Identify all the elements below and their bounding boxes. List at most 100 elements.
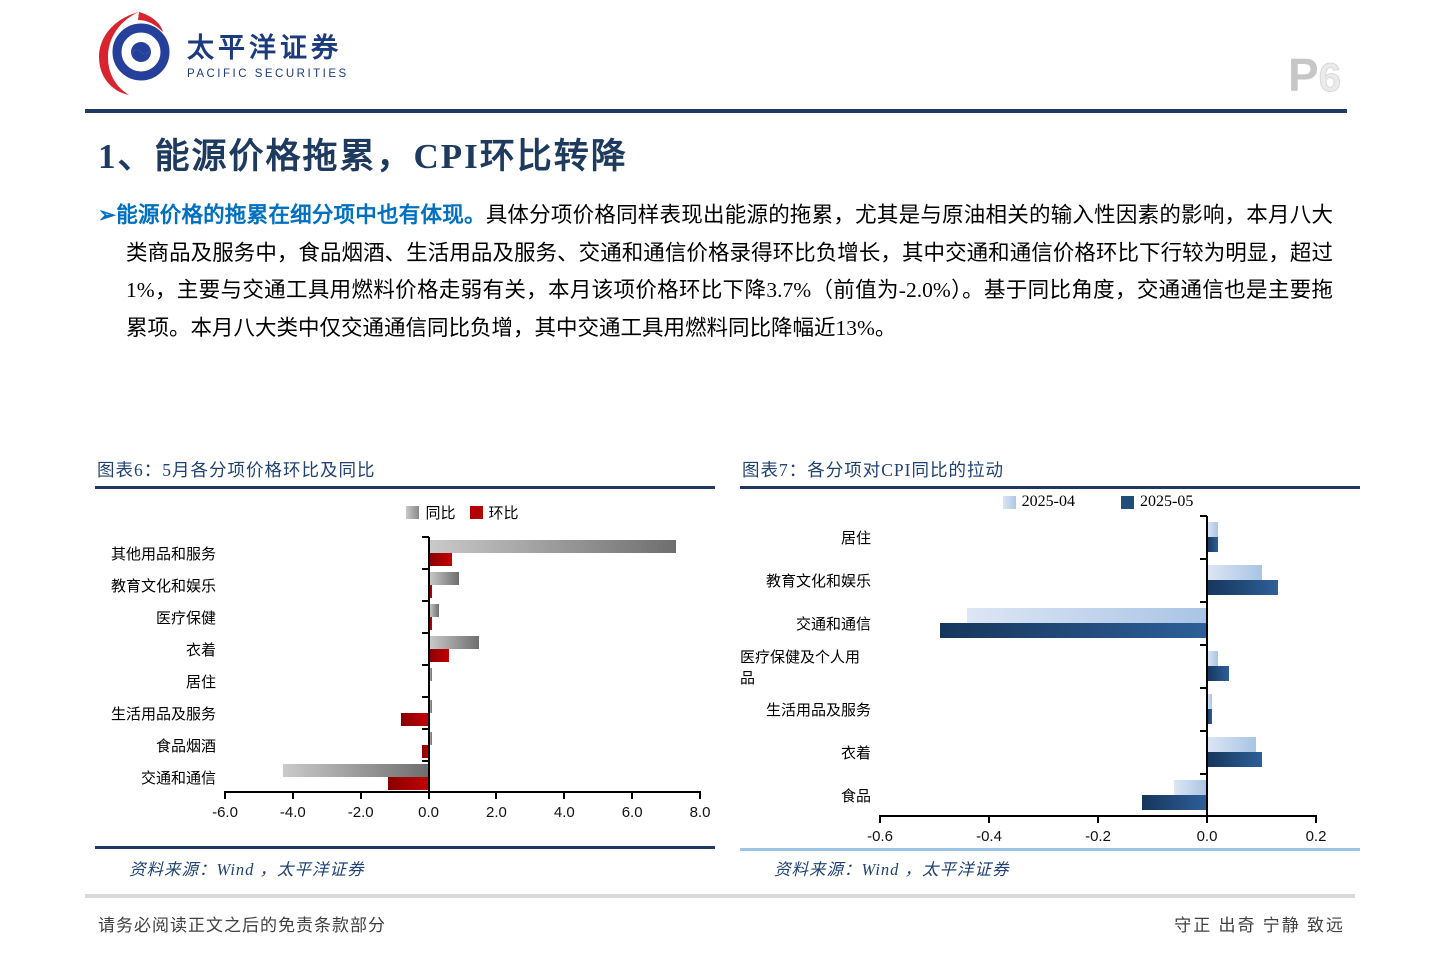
chart-row xyxy=(880,644,1316,688)
bar-环比 xyxy=(428,649,449,662)
logo-cn-text: 太平洋证券 xyxy=(187,33,342,63)
axis-tick xyxy=(563,791,566,799)
bar-同比 xyxy=(428,636,480,649)
footer-disclaimer: 请务必阅读正文之后的免责条款部分 xyxy=(98,916,386,935)
category-label: 交通和通信 xyxy=(795,616,871,633)
bar-同比 xyxy=(428,668,432,681)
chart-row xyxy=(225,568,700,601)
bar-2025-05 xyxy=(1207,752,1262,767)
legend-label: 同比 xyxy=(425,505,456,522)
figure-7-title-rule xyxy=(740,486,1360,489)
axis-tick-label: -0.2 xyxy=(1085,828,1111,845)
axis-tick-label: 0.0 xyxy=(1196,828,1218,845)
axis-tick xyxy=(699,791,701,799)
bullet-arrow-icon: ➢ xyxy=(98,203,117,227)
chart-row xyxy=(880,558,1316,602)
bar-环比 xyxy=(428,553,453,566)
bar-2025-04 xyxy=(1174,780,1207,795)
bar-2025-04 xyxy=(1207,651,1218,666)
bar-同比 xyxy=(428,732,432,745)
category-label: 医疗保健及个人用品 xyxy=(740,648,861,687)
figure-7-source: 资料来源：Wind ，太平洋证券 xyxy=(774,860,1010,879)
category-label: 教育文化和娱乐 xyxy=(110,577,216,595)
chart-row xyxy=(225,600,700,633)
legend-entry: 2025-05 xyxy=(1121,493,1193,511)
axis-row-tick xyxy=(421,760,429,762)
axis-row-tick xyxy=(421,696,429,698)
figure-6-legend: 同比 环比 xyxy=(225,502,700,523)
figure-6-bottom-rule xyxy=(95,846,715,849)
page-title: 1、能源价格拖累，CPI环比转降 xyxy=(98,137,628,176)
chart-row xyxy=(225,696,700,729)
figure-7-category-labels: 居住 教育文化和娱乐 交通和通信 医疗保健及个人用品 生活用品及服务 衣着 食品 xyxy=(740,516,880,817)
chart-row xyxy=(225,664,700,697)
logo-text: 太平洋证券 PACIFIC SECURITIES xyxy=(187,26,349,80)
axis-row-tick xyxy=(1200,773,1207,775)
figure-6-category-labels: 其他用品和服务 教育文化和娱乐 医疗保健 衣着 居住 生活用品及服务 食品烟酒 交通和通信 xyxy=(95,537,225,793)
bar-环比 xyxy=(421,745,429,758)
legend-swatch-lightblue xyxy=(1002,495,1016,509)
bar-同比 xyxy=(428,604,439,617)
figure-7-legend: 2025-04 2025-05 xyxy=(880,493,1316,511)
bar-2025-05 xyxy=(939,623,1207,638)
paragraph-body: 具体分项价格同样表现出能源的拖累，尤其是与原油相关的输入性因素的影响，本月八大类… xyxy=(126,203,1333,340)
bar-同比 xyxy=(282,764,429,777)
figure-6-plot: -6.0 -4.0 -2.0 0.0 2.0 4.0 6.0 8.0 xyxy=(212,536,710,821)
page-number: P6 xyxy=(1288,48,1341,102)
bar-环比 xyxy=(401,713,429,726)
bar-2025-05 xyxy=(1207,580,1278,595)
figure-7-plot: -0.6 -0.4 -0.2 0.0 0.2 xyxy=(867,515,1326,845)
category-label: 医疗保健 xyxy=(155,609,216,627)
footer-motto: 守正 出奇 宁静 致远 xyxy=(1174,916,1345,935)
category-label: 食品 xyxy=(840,788,871,805)
figure-6-source: 资料来源：Wind ，太平洋证券 xyxy=(129,860,365,879)
category-label: 教育文化和娱乐 xyxy=(765,573,871,590)
axis-tick xyxy=(359,791,362,799)
figure-6-title-rule xyxy=(95,486,715,489)
axis-tick xyxy=(1097,815,1099,823)
legend-label: 2025-04 xyxy=(1021,493,1075,510)
category-label: 衣着 xyxy=(185,641,216,659)
chart-row xyxy=(880,773,1316,817)
figure-6: 图表6：5月各分项价格环比及同比 同比 环比 其他用品和服务 教育文化和娱乐 医疗保… xyxy=(95,455,715,897)
bar-2025-04 xyxy=(1207,522,1218,537)
axis-tick-label: 4.0 xyxy=(553,804,575,821)
pacific-securities-logo: 太平洋证券 PACIFIC SECURITIES xyxy=(95,10,349,96)
zero-axis-line xyxy=(1206,516,1208,815)
footer-divider xyxy=(85,894,1355,898)
axis-row-tick xyxy=(421,568,429,570)
figure-7-title: 图表7：各分项对CPI同比的拉动 xyxy=(742,460,1004,480)
axis-tick xyxy=(495,791,498,799)
legend-swatch-red xyxy=(469,506,483,519)
category-label: 交通和通信 xyxy=(140,769,216,787)
bar-同比 xyxy=(428,540,677,553)
axis-row-tick xyxy=(421,536,429,538)
axis-row-tick xyxy=(421,632,429,634)
axis-tick xyxy=(427,791,430,799)
zero-axis-line xyxy=(427,537,430,791)
axis-tick-label: 0.2 xyxy=(1305,828,1327,845)
axis-tick-label: 6.0 xyxy=(621,804,643,821)
axis-row-tick xyxy=(1200,644,1207,646)
legend-entry: 2025-04 xyxy=(1002,493,1075,511)
header-divider xyxy=(85,109,1347,113)
body-paragraph: ➢能源价格的拖累在细分项中也有体现。具体分项价格同样表现出能源的拖累，尤其是与原… xyxy=(98,197,1333,347)
chart-row xyxy=(880,730,1316,774)
axis-tick-label: -0.4 xyxy=(976,828,1002,845)
axis-row-tick xyxy=(1200,687,1207,689)
axis-tick-label: 8.0 xyxy=(689,804,711,821)
axis-row-tick xyxy=(1200,558,1207,560)
axis-tick xyxy=(879,815,881,823)
figure-6-title: 图表6：5月各分项价格环比及同比 xyxy=(97,460,376,480)
bar-同比 xyxy=(428,700,432,713)
axis-tick xyxy=(291,791,294,799)
axis-tick xyxy=(224,791,226,799)
bar-2025-04 xyxy=(1207,737,1257,752)
chart-row xyxy=(880,601,1316,645)
bar-2025-04 xyxy=(967,608,1207,623)
chart-row xyxy=(225,536,700,569)
axis-tick-label: -0.6 xyxy=(867,828,893,845)
legend-swatch-gray xyxy=(406,506,420,519)
axis-tick-label: 0.0 xyxy=(418,804,439,821)
